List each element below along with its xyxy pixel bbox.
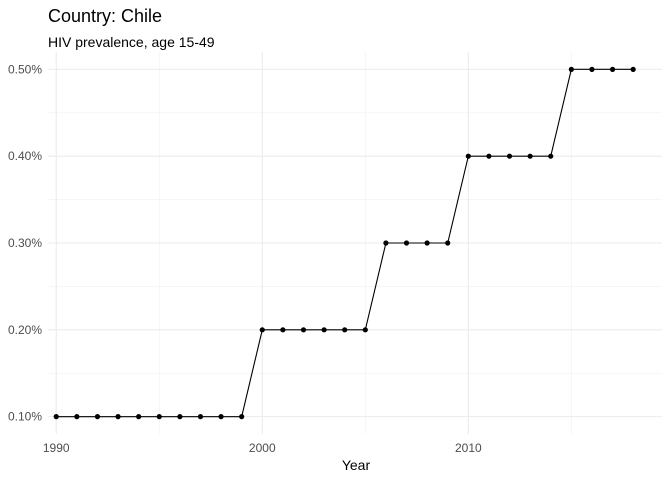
data-point	[403, 240, 410, 246]
data-point	[53, 414, 59, 420]
x-tick-label: 2010	[455, 441, 482, 455]
data-point	[300, 327, 307, 333]
data-point	[609, 66, 616, 72]
data-point	[445, 240, 451, 246]
data-point	[630, 66, 636, 72]
series-group	[53, 66, 636, 420]
x-axis-tick-labels: 1990 2000 2010	[43, 441, 482, 455]
x-tick-label: 1990	[43, 441, 70, 455]
data-point	[115, 414, 121, 420]
data-point	[197, 414, 204, 420]
data-point	[589, 66, 595, 72]
data-point	[362, 327, 368, 333]
data-point	[506, 153, 513, 159]
data-point	[280, 327, 286, 333]
data-point	[156, 414, 162, 420]
y-tick-label: 0.30%	[8, 236, 42, 250]
data-point	[342, 327, 348, 333]
x-axis-title: Year	[342, 457, 371, 473]
data-point	[548, 153, 554, 159]
data-point	[177, 414, 183, 420]
chart-title: Country: Chile	[48, 6, 162, 26]
y-tick-label: 0.10%	[8, 410, 42, 424]
data-point	[239, 414, 245, 420]
data-point	[486, 153, 492, 159]
y-tick-label: 0.50%	[8, 62, 42, 76]
y-axis-tick-labels: 0.10% 0.20% 0.30% 0.40% 0.50%	[8, 62, 42, 423]
x-tick-label: 2000	[249, 441, 276, 455]
data-point	[94, 414, 101, 420]
y-tick-label: 0.20%	[8, 323, 42, 337]
y-tick-label: 0.40%	[8, 149, 42, 163]
data-point	[383, 240, 389, 246]
data-point	[321, 327, 327, 333]
data-point	[259, 327, 265, 333]
data-point	[527, 153, 533, 159]
data-point	[568, 66, 574, 72]
data-point	[218, 414, 224, 420]
data-point	[465, 153, 471, 159]
data-point	[136, 414, 142, 420]
data-point	[424, 240, 430, 246]
grid-lines	[48, 52, 662, 434]
chart-subtitle: HIV prevalence, age 15-49	[48, 34, 215, 50]
data-point	[74, 414, 80, 420]
